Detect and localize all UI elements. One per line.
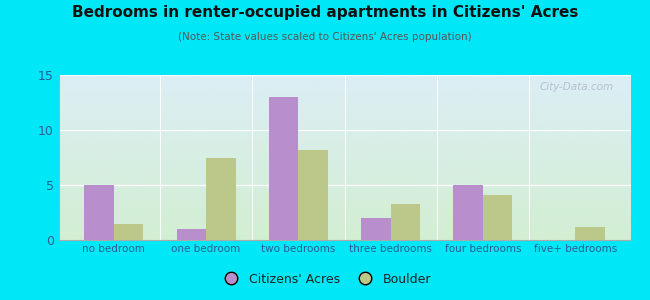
Bar — [361, 218, 391, 240]
Text: City-Data.com: City-Data.com — [540, 82, 614, 92]
Bar — [298, 150, 328, 240]
Bar — [391, 204, 420, 240]
Bar — [483, 195, 512, 240]
Bar — [84, 185, 114, 240]
Text: (Note: State values scaled to Citizens' Acres population): (Note: State values scaled to Citizens' … — [178, 32, 472, 41]
Bar — [575, 227, 604, 240]
Bar — [269, 97, 298, 240]
Bar — [206, 158, 236, 240]
Text: Bedrooms in renter-occupied apartments in Citizens' Acres: Bedrooms in renter-occupied apartments i… — [72, 4, 578, 20]
Bar — [114, 224, 144, 240]
Bar — [453, 185, 483, 240]
Legend: Citizens' Acres, Boulder: Citizens' Acres, Boulder — [214, 268, 436, 291]
Bar — [177, 229, 206, 240]
